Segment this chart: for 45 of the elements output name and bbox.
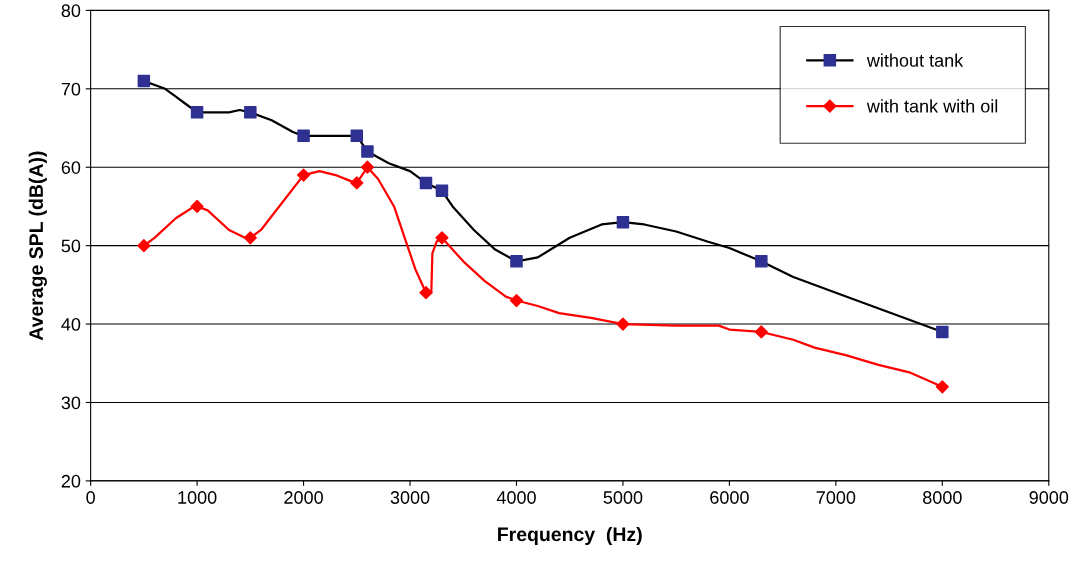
point — [510, 255, 523, 268]
point — [350, 176, 364, 190]
point — [361, 145, 374, 158]
y-tick-label: 70 — [61, 82, 81, 96]
point — [616, 317, 630, 331]
point — [435, 184, 449, 198]
point — [296, 168, 311, 182]
y-tick-label: 80 — [61, 4, 81, 18]
y-tick-label: 20 — [61, 474, 81, 488]
point — [435, 231, 449, 245]
x-tick-label: 5000 — [603, 491, 643, 504]
point — [754, 325, 768, 339]
legend-label: with tank with oil — [866, 99, 998, 113]
point — [936, 325, 949, 339]
y-tick-label: 30 — [61, 396, 81, 410]
x-tick-label: 4000 — [496, 491, 536, 504]
point — [360, 160, 375, 174]
x-tick-label: 2000 — [284, 491, 323, 504]
y-tick-label: 40 — [61, 318, 81, 331]
x-tick-label: 1000 — [178, 491, 217, 504]
point — [509, 293, 524, 308]
x-tick-label: 6000 — [710, 491, 749, 504]
x-axis-title: Frequency (Hz) — [498, 526, 642, 546]
legend-label: without tank — [866, 53, 964, 67]
point — [190, 106, 204, 119]
x-tick-label: 7000 — [816, 491, 856, 504]
point — [755, 255, 768, 268]
point — [616, 215, 630, 229]
point — [297, 129, 310, 143]
x-tick-label: 3000 — [390, 491, 430, 504]
point — [350, 129, 364, 143]
point — [244, 106, 257, 119]
point — [190, 199, 204, 214]
x-tick-label: 9000 — [1029, 491, 1069, 504]
point — [137, 74, 151, 88]
point — [419, 286, 433, 300]
y-tick-label: 60 — [61, 161, 81, 174]
y-tick-label: 50 — [61, 239, 81, 253]
point — [935, 380, 949, 394]
point — [137, 239, 151, 253]
y-axis-title: Average SPL (dB(A)) — [28, 151, 47, 341]
x-tick-label: 0 — [86, 491, 95, 504]
point — [419, 176, 433, 190]
x-tick-label: 8000 — [923, 491, 962, 504]
point — [243, 231, 257, 245]
